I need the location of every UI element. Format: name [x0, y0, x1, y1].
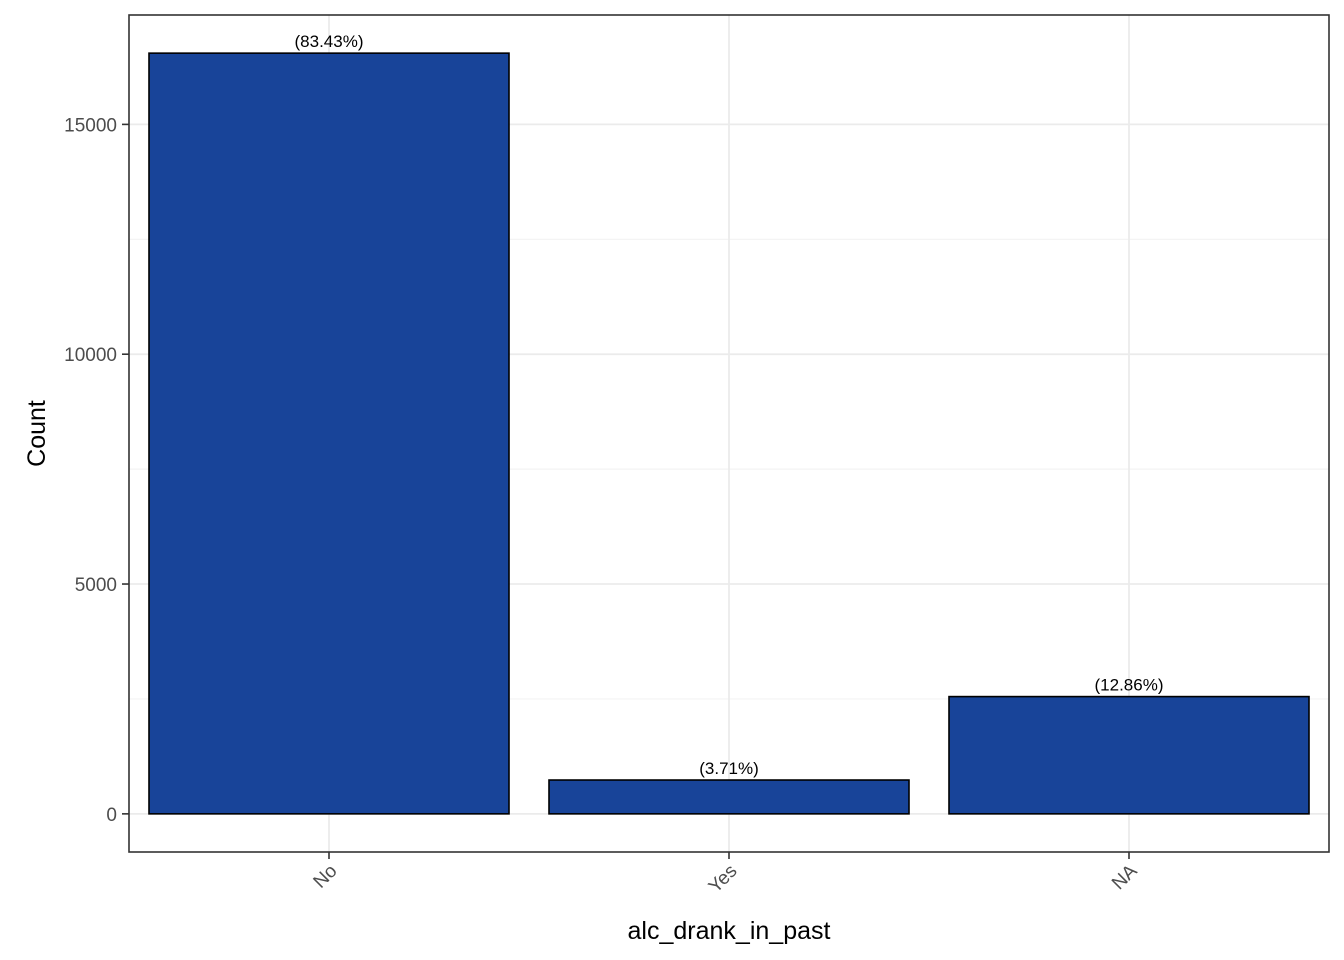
y-axis-title: Count: [23, 400, 51, 467]
bars: [148, 52, 1310, 815]
x-tick-label: NA: [1108, 860, 1142, 894]
x-tick-label: No: [310, 861, 342, 893]
y-tick-label: 10000: [64, 345, 117, 366]
x-tick-label: Yes: [705, 861, 742, 898]
data-label-no: (83.43%): [295, 32, 364, 51]
data-label-na: (12.86%): [1095, 676, 1164, 695]
bar-yes: [548, 779, 910, 815]
data-label-yes: (3.71%): [699, 759, 759, 778]
data-labels: (83.43%) (3.71%) (12.86%): [295, 32, 1164, 778]
x-axis-title: alc_drank_in_past: [628, 917, 831, 945]
y-tick-label: 15000: [64, 115, 117, 136]
x-axis: No Yes NA: [310, 852, 1142, 897]
y-axis: 0 5000 10000 15000: [64, 115, 129, 826]
y-tick-label: 5000: [75, 575, 117, 596]
bar-na: [948, 695, 1310, 815]
y-tick-label: 0: [106, 805, 117, 826]
bar-no: [148, 52, 510, 815]
